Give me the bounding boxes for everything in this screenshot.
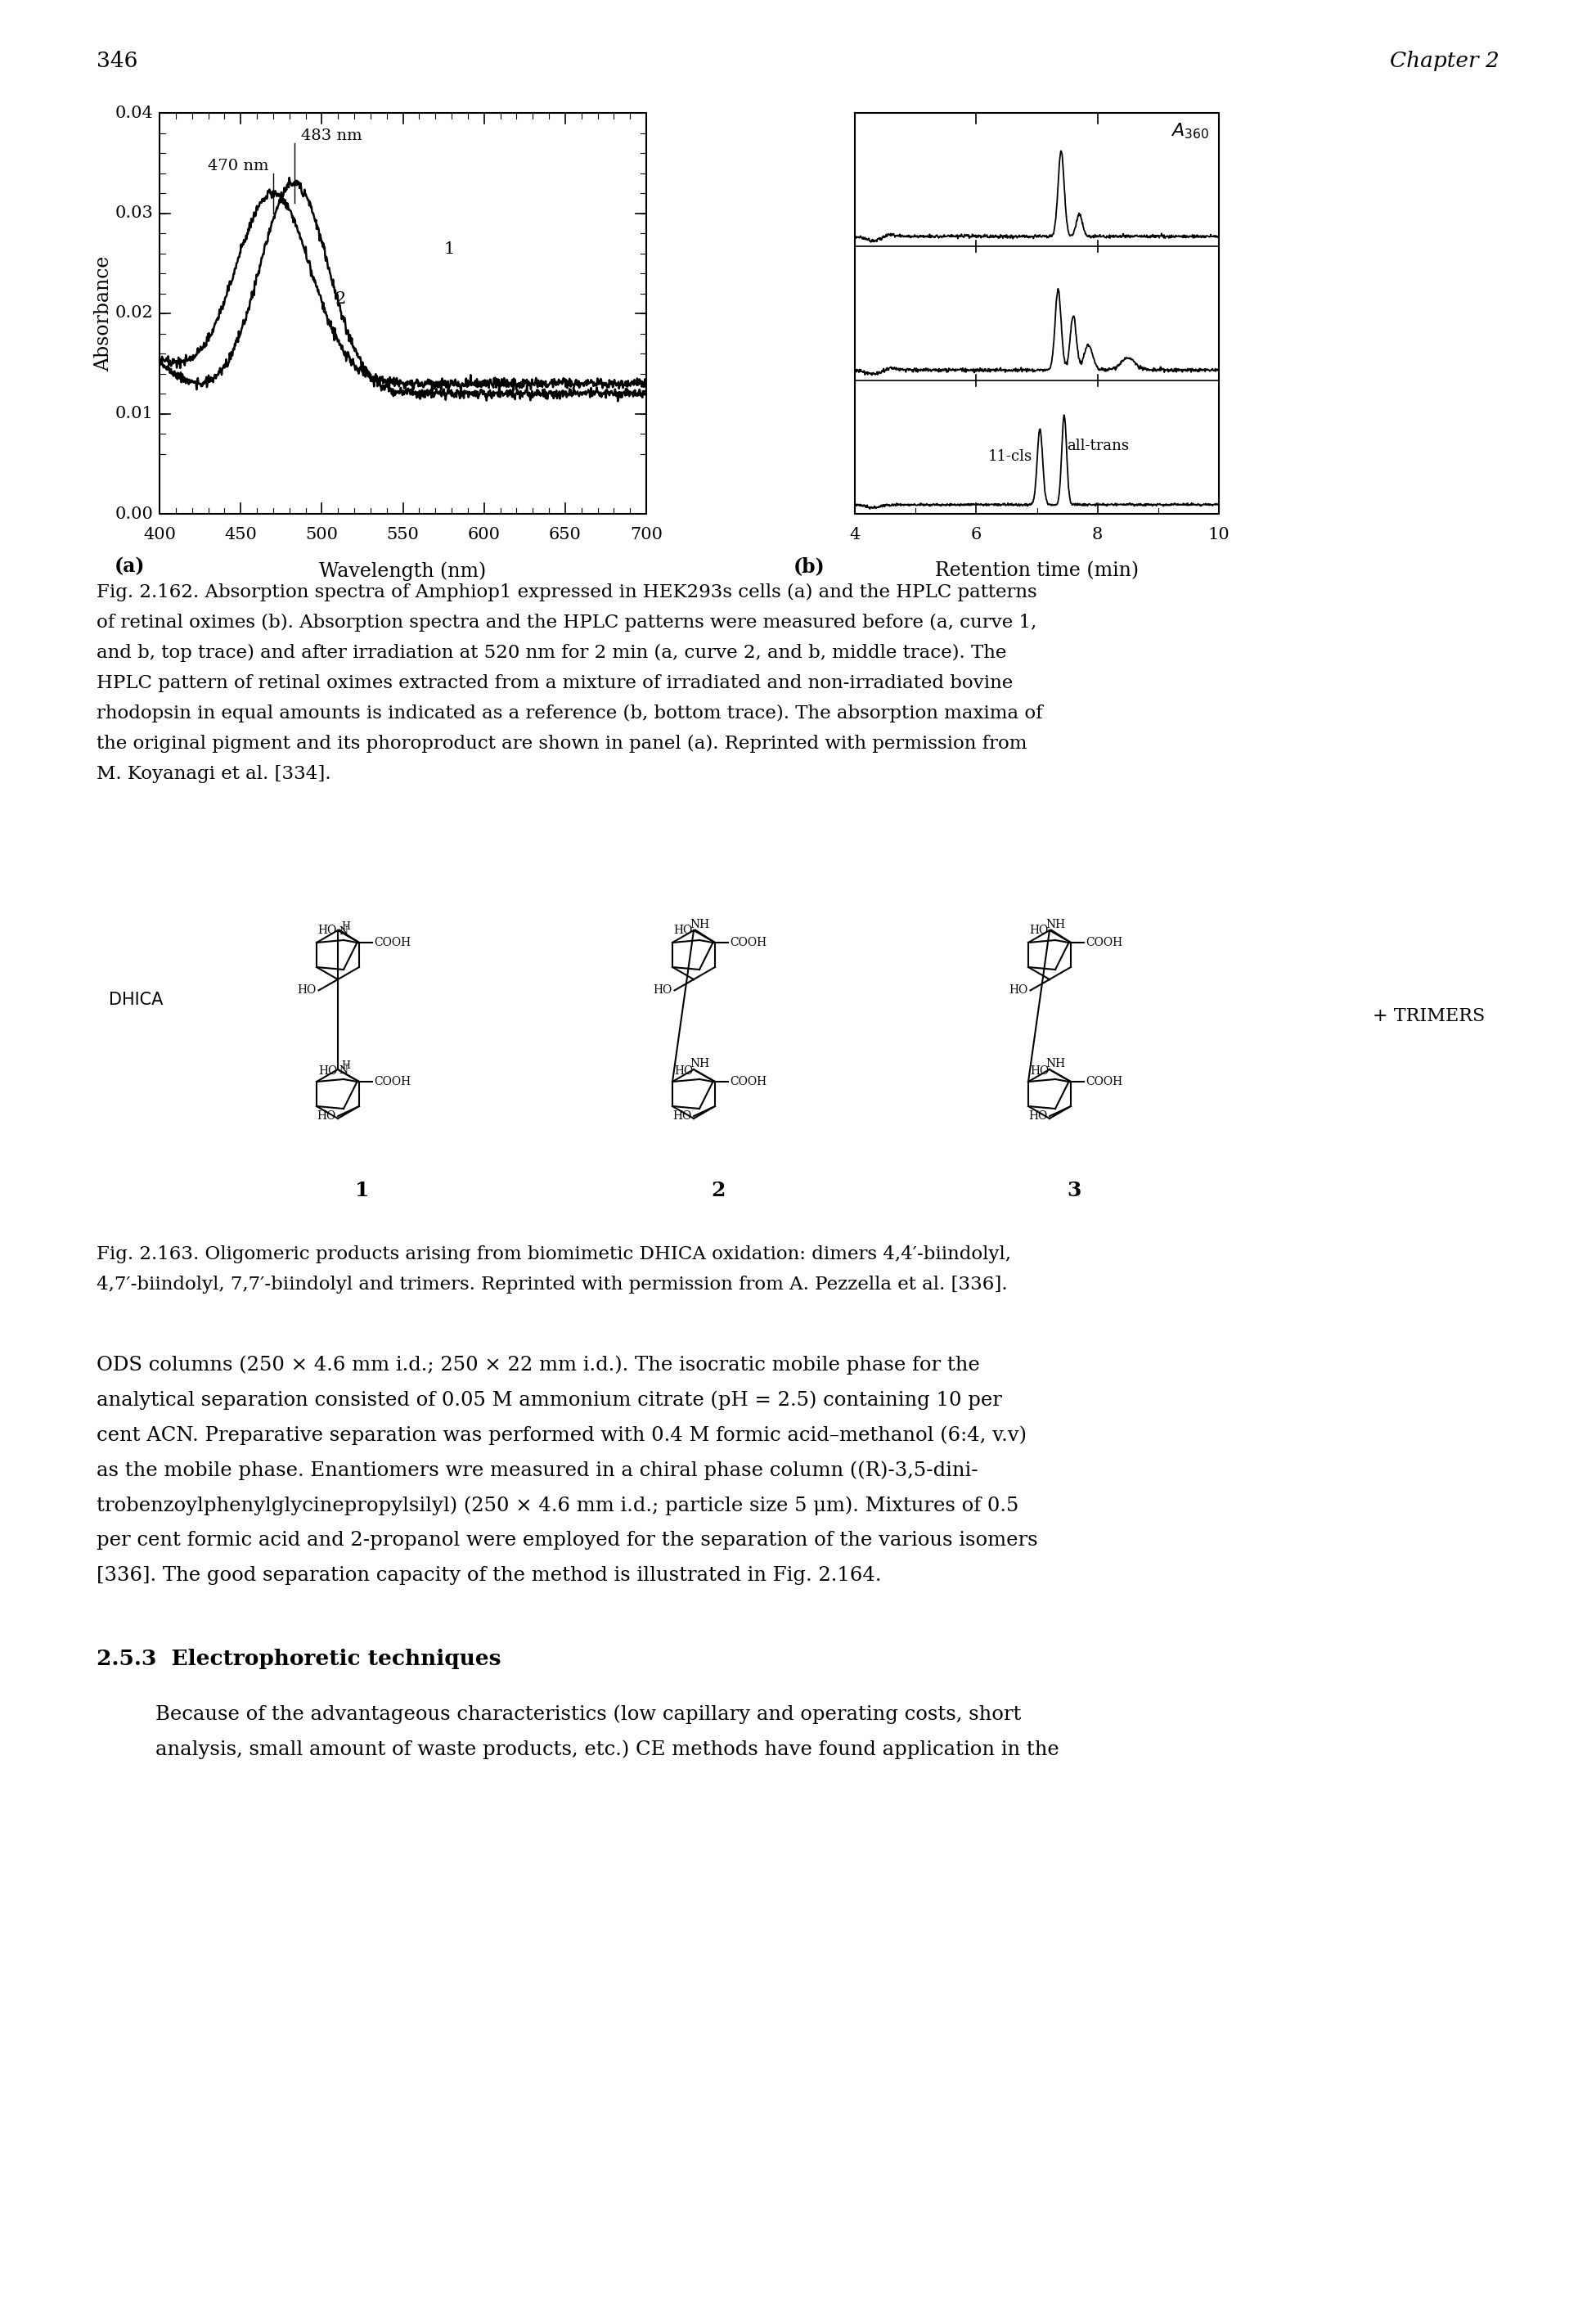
Text: 400: 400 <box>144 526 176 542</box>
Text: the original pigment and its phoroproduct are shown in panel (a). Reprinted with: the original pigment and its phoroproduc… <box>96 735 1028 753</box>
Text: 10: 10 <box>1208 526 1231 542</box>
Text: COOH: COOH <box>1085 1076 1124 1087</box>
Text: Wavelength (nm): Wavelength (nm) <box>319 561 487 580</box>
Text: 2.5.3  Electrophoretic techniques: 2.5.3 Electrophoretic techniques <box>96 1648 501 1669</box>
Text: N: N <box>338 925 348 936</box>
Text: 3: 3 <box>1068 1180 1080 1201</box>
Text: COOH: COOH <box>375 936 412 948</box>
Text: all-trans: all-trans <box>1068 438 1130 454</box>
Text: HO: HO <box>316 1110 335 1122</box>
Text: HO: HO <box>319 1064 337 1076</box>
Text: 2: 2 <box>712 1180 725 1201</box>
Text: 4,7′-biindolyl, 7,7′-biindolyl and trimers. Reprinted with permission from A. Pe: 4,7′-biindolyl, 7,7′-biindolyl and trime… <box>96 1275 1007 1293</box>
Text: NH: NH <box>689 918 709 930</box>
Text: 0.01: 0.01 <box>115 406 153 422</box>
Text: HO: HO <box>297 985 316 997</box>
Text: HO: HO <box>653 985 672 997</box>
Text: 600: 600 <box>468 526 501 542</box>
Text: 11-cls: 11-cls <box>988 450 1033 464</box>
Text: HO: HO <box>672 1110 691 1122</box>
Text: 650: 650 <box>549 526 581 542</box>
Text: COOH: COOH <box>729 936 768 948</box>
Text: NH: NH <box>1045 1057 1065 1069</box>
Text: NH: NH <box>689 1057 709 1069</box>
Text: 6: 6 <box>970 526 982 542</box>
Text: 4: 4 <box>849 526 860 542</box>
Text: 450: 450 <box>225 526 257 542</box>
Text: HO: HO <box>1009 985 1028 997</box>
Text: and b, top trace) and after irradiation at 520 nm for 2 min (a, curve 2, and b, : and b, top trace) and after irradiation … <box>96 644 1007 663</box>
Text: M. Koyanagi et al. [334].: M. Koyanagi et al. [334]. <box>96 765 330 783</box>
Text: HO: HO <box>674 1064 693 1076</box>
Text: 483 nm: 483 nm <box>300 127 362 144</box>
Text: HO: HO <box>1029 925 1049 936</box>
Text: 1: 1 <box>444 241 455 257</box>
Text: (b): (b) <box>793 556 825 575</box>
Text: 2: 2 <box>335 292 346 306</box>
Text: per cent formic acid and 2-propanol were employed for the separation of the vari: per cent formic acid and 2-propanol were… <box>96 1530 1037 1551</box>
Text: Absorbance: Absorbance <box>94 255 113 371</box>
Text: N: N <box>338 1064 348 1076</box>
Text: HO: HO <box>1028 1110 1047 1122</box>
Text: Because of the advantageous characteristics (low capillary and operating costs, : Because of the advantageous characterist… <box>155 1704 1021 1725</box>
Text: HO: HO <box>318 925 337 936</box>
Text: [336]. The good separation capacity of the method is illustrated in Fig. 2.164.: [336]. The good separation capacity of t… <box>96 1567 881 1586</box>
Text: 346: 346 <box>96 51 137 72</box>
Text: 0.03: 0.03 <box>115 206 153 220</box>
Text: 0.04: 0.04 <box>115 104 153 121</box>
Text: Fig. 2.163. Oligomeric products arising from biomimetic DHICA oxidation: dimers : Fig. 2.163. Oligomeric products arising … <box>96 1245 1012 1263</box>
Text: H: H <box>342 920 351 932</box>
Text: analysis, small amount of waste products, etc.) CE methods have found applicatio: analysis, small amount of waste products… <box>155 1738 1060 1759</box>
Text: COOH: COOH <box>1085 936 1124 948</box>
Text: 0.02: 0.02 <box>115 306 153 322</box>
Text: as the mobile phase. Enantiomers wre measured in a chiral phase column ((R)-3,5-: as the mobile phase. Enantiomers wre mea… <box>96 1460 978 1479</box>
Text: Fig. 2.162. Absorption spectra of Amphiop1 expressed in HEK293s cells (a) and th: Fig. 2.162. Absorption spectra of Amphio… <box>96 584 1037 600</box>
Text: HO: HO <box>674 925 693 936</box>
Text: Retention time (min): Retention time (min) <box>935 561 1140 580</box>
Text: 0.00: 0.00 <box>115 505 153 522</box>
Text: ODS columns (250 × 4.6 mm i.d.; 250 × 22 mm i.d.). The isocratic mobile phase fo: ODS columns (250 × 4.6 mm i.d.; 250 × 22… <box>96 1356 980 1375</box>
Text: DHICA: DHICA <box>109 992 163 1008</box>
Text: 700: 700 <box>630 526 662 542</box>
Text: 1: 1 <box>356 1180 370 1201</box>
Text: COOH: COOH <box>375 1076 412 1087</box>
Text: $A_{360}$: $A_{360}$ <box>1170 121 1210 141</box>
Text: HPLC pattern of retinal oximes extracted from a mixture of irradiated and non-ir: HPLC pattern of retinal oximes extracted… <box>96 675 1013 693</box>
Text: rhodopsin in equal amounts is indicated as a reference (b, bottom trace). The ab: rhodopsin in equal amounts is indicated … <box>96 705 1042 723</box>
Text: 500: 500 <box>305 526 338 542</box>
Text: COOH: COOH <box>729 1076 768 1087</box>
Text: 470 nm: 470 nm <box>207 158 270 174</box>
Text: HO: HO <box>1029 1064 1049 1076</box>
Text: analytical separation consisted of 0.05 M ammonium citrate (pH = 2.5) containing: analytical separation consisted of 0.05 … <box>96 1391 1002 1409</box>
Text: of retinal oximes (b). Absorption spectra and the HPLC patterns were measured be: of retinal oximes (b). Absorption spectr… <box>96 614 1037 633</box>
Text: + TRIMERS: + TRIMERS <box>1373 1008 1484 1025</box>
Text: NH: NH <box>1045 918 1065 930</box>
Text: cent ACN. Preparative separation was performed with 0.4 M formic acid–methanol (: cent ACN. Preparative separation was per… <box>96 1426 1026 1444</box>
Text: 550: 550 <box>386 526 420 542</box>
Text: trobenzoylphenylglycinepropylsilyl) (250 × 4.6 mm i.d.; particle size 5 μm). Mix: trobenzoylphenylglycinepropylsilyl) (250… <box>96 1495 1018 1516</box>
Text: 8: 8 <box>1092 526 1103 542</box>
Text: H: H <box>342 1059 351 1071</box>
Text: Chapter 2: Chapter 2 <box>1390 51 1500 72</box>
Text: (a): (a) <box>115 556 145 575</box>
